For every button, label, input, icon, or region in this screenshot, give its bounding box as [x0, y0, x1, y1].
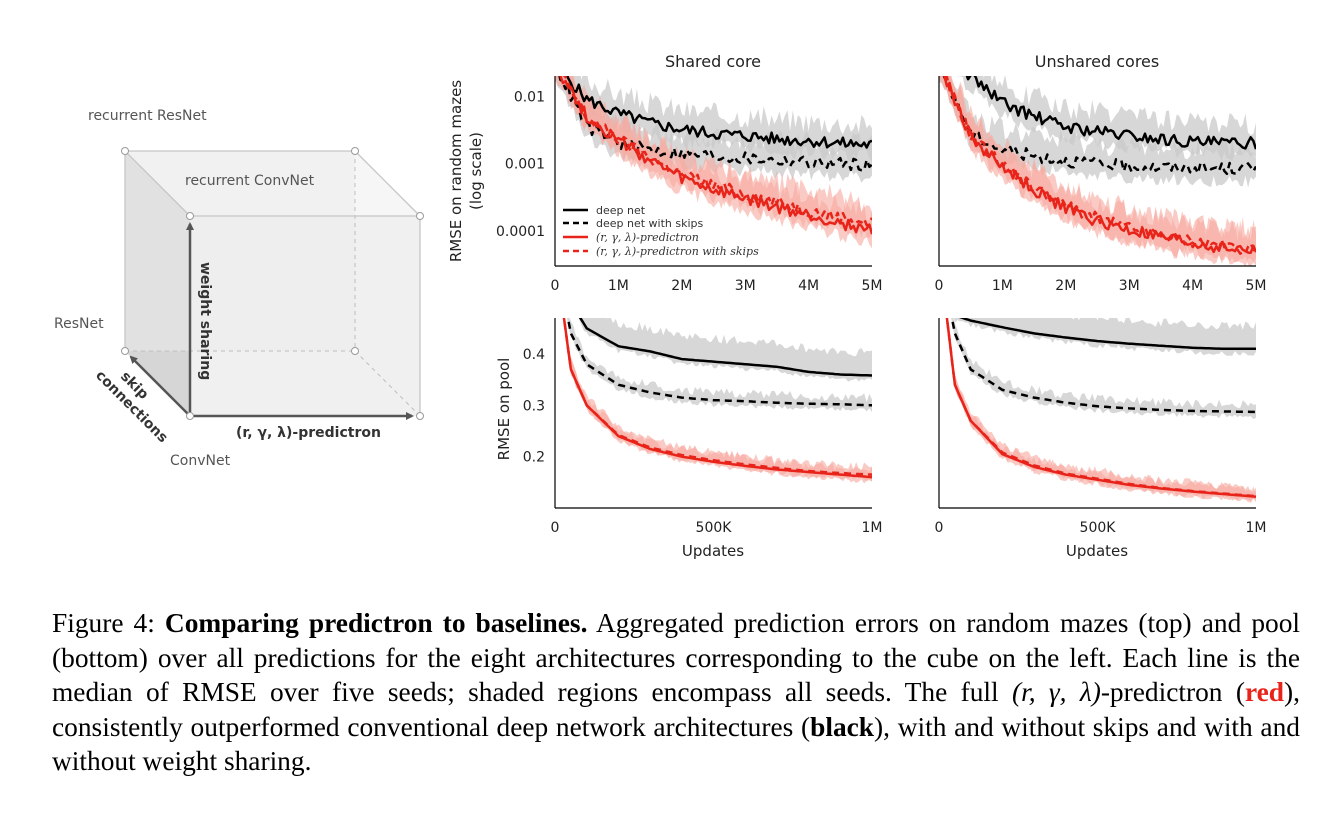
series-line: [958, 318, 1256, 351]
series-band: [939, 76, 1256, 266]
cube-vertex: [351, 147, 359, 155]
series-line: [562, 318, 872, 479]
y-tick-label: 0.001: [505, 157, 545, 173]
label-weight-sharing: weight sharing: [197, 262, 213, 380]
legend-label-predictron: (r, γ, λ)-predictron: [596, 231, 699, 244]
series-band: [946, 318, 1256, 504]
caption-text-4: ), with and without skips and with and w…: [52, 711, 1300, 777]
x-tick-label: 0: [551, 278, 560, 294]
figure-caption: Figure 4: Comparing predictron to baseli…: [52, 606, 1300, 779]
x-tick-label: 1M: [992, 278, 1013, 294]
series-line: [559, 76, 872, 235]
x-tick-label: 4M: [798, 278, 819, 294]
series-line: [945, 318, 1256, 498]
cube-vertex: [351, 347, 359, 355]
series-band: [577, 318, 872, 382]
caption-title: Comparing predictron to baselines.: [164, 608, 588, 638]
legend-label-deep-net-skips: deep net with skips: [596, 217, 704, 230]
series-line: [943, 76, 1256, 255]
series-line: [565, 76, 872, 149]
series-band: [946, 318, 1256, 503]
legend: deep net deep net with skips (r, γ, λ)-p…: [563, 204, 759, 258]
x-tick-label: 2M: [1055, 278, 1076, 294]
chart-mazes-unshared: 0 1M 2M 3M 4M 5M: [935, 76, 1267, 294]
xlabel-left: Updates: [682, 542, 744, 560]
x-tick-label: 500K: [696, 520, 733, 536]
x-tick-label: 0: [551, 520, 560, 536]
series-line: [562, 318, 872, 476]
y-tick-label: 0.4: [523, 347, 545, 363]
x-tick-label: 4M: [1182, 278, 1203, 294]
skip-connections-arrow: [129, 355, 191, 417]
caption-black-word: black: [810, 711, 875, 742]
x-tick-label: 500K: [1080, 520, 1117, 536]
legend-label-deep-net: deep net: [596, 204, 646, 217]
ylabel-top-line2: (log scale): [467, 132, 485, 210]
caption-text-1: Aggregated prediction errors on random m…: [52, 608, 1301, 707]
series-band: [562, 318, 872, 482]
cube-vertex: [121, 347, 129, 355]
x-tick-label: 1M: [1246, 520, 1267, 536]
xlabel-right: Updates: [1066, 542, 1128, 560]
caption-math: (r, γ, λ): [1011, 677, 1101, 707]
x-tick-label: 1M: [862, 520, 883, 536]
label-resnet: ResNet: [54, 316, 104, 332]
series-line: [965, 76, 1256, 150]
x-tick-label: 5M: [862, 278, 883, 294]
label-convnet: ConvNet: [170, 453, 231, 469]
x-tick-label: 0: [935, 278, 944, 294]
y-tick-label: 0.2: [523, 450, 545, 466]
cube-vertex: [186, 412, 194, 420]
cube-edge: [124, 150, 191, 217]
caption-text-2: -predictron (: [1100, 677, 1245, 707]
cube-vertex: [416, 412, 424, 420]
series-line: [950, 318, 1256, 414]
legend-label-predictron-skips: (r, γ, λ)-predictron with skips: [596, 245, 759, 258]
x-tick-label: 2M: [671, 278, 692, 294]
series-line: [578, 318, 872, 377]
chart-pool-unshared: 0 500K 1M: [935, 318, 1267, 536]
caption-text-3: ), consistently outperformed conventiona…: [52, 677, 1300, 742]
chart-pool-shared: 0 500K 1M 0.2 0.3 0.4: [523, 318, 883, 536]
ylabel-top-line1: RMSE on random mazes: [447, 80, 465, 262]
architecture-cube: recurrent ResNet recurrent ConvNet ResNe…: [54, 108, 424, 469]
y-tick-label: 0.3: [523, 398, 545, 414]
cube-vertex: [416, 212, 424, 220]
label-predictron: (r, γ, λ)-predictron: [236, 425, 381, 441]
cube-back-face: [125, 151, 355, 351]
x-tick-label: 3M: [735, 278, 756, 294]
caption-red-word: red: [1244, 677, 1284, 707]
title-shared-core: Shared core: [665, 52, 761, 71]
caption-prefix: Figure 4:: [52, 608, 165, 638]
figure: recurrent ResNet recurrent ConvNet ResNe…: [54, 52, 1267, 560]
x-tick-label: 1M: [608, 278, 629, 294]
cube-vertex: [121, 147, 129, 155]
series-line: [945, 318, 1256, 498]
y-tick-label: 0.01: [514, 89, 545, 105]
ylabel-bottom: RMSE on pool: [495, 358, 513, 461]
label-recurrent-convnet: recurrent ConvNet: [185, 173, 315, 189]
cube-vertex: [186, 212, 194, 220]
label-recurrent-resnet: recurrent ResNet: [88, 108, 207, 124]
series-line: [566, 318, 872, 407]
title-unshared-cores: Unshared cores: [1035, 52, 1159, 71]
y-tick-label: 0.0001: [496, 224, 545, 240]
cube-edge: [354, 150, 421, 217]
series-line: [562, 76, 872, 227]
series-band: [566, 318, 872, 413]
series-band: [951, 318, 1256, 420]
x-tick-label: 5M: [1246, 278, 1267, 294]
series-band: [949, 76, 1256, 162]
chart-mazes-shared: 0 1M 2M 3M 4M 5M 0.01 0.001 0.0001: [496, 76, 883, 294]
x-tick-label: 0: [935, 520, 944, 536]
x-tick-label: 3M: [1119, 278, 1140, 294]
